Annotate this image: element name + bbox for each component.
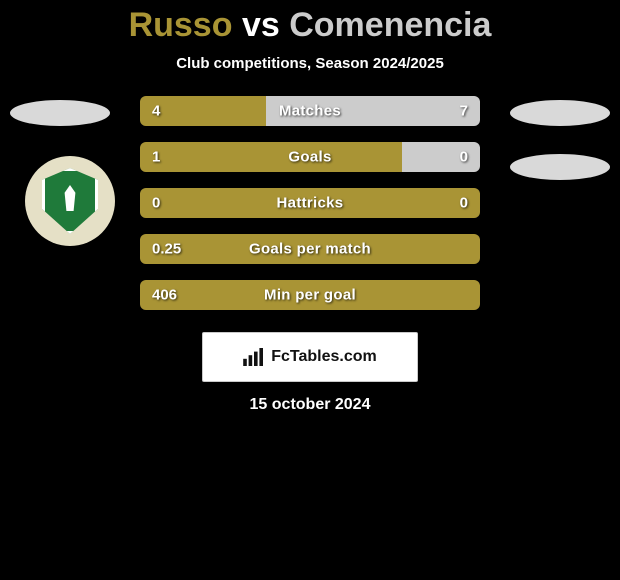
stat-value-left: 0 [152, 195, 160, 212]
stat-value-left: 1 [152, 149, 160, 166]
player2-name: Comenencia [289, 6, 491, 44]
brand-text: FcTables.com [271, 348, 377, 366]
chart-canvas: 4 Matches 7 1 Goals 0 0 Hattricks 0 0.25 Goals per… [0, 96, 620, 426]
stat-bars: 4 Matches 7 1 Goals 0 0 Hattricks 0 0.25 Goals per… [140, 96, 480, 326]
stat-label: Matches [279, 103, 341, 120]
stat-value-right: 0 [460, 195, 468, 212]
stat-bar-right [402, 142, 480, 172]
comparison-title: Russo vs Comenencia [0, 0, 620, 45]
bars-icon [243, 348, 265, 366]
stat-label: Goals per match [249, 241, 371, 258]
player1-club-crest [25, 156, 115, 246]
player2-badge-placeholder [510, 100, 610, 126]
subtitle: Club competitions, Season 2024/2025 [0, 55, 620, 72]
player1-badge-placeholder [10, 100, 110, 126]
player1-name: Russo [129, 6, 233, 44]
shield-icon [42, 168, 98, 234]
stat-value-left: 406 [152, 287, 177, 304]
stat-row: 4 Matches 7 [140, 96, 480, 126]
snapshot-date: 15 october 2024 [250, 396, 371, 414]
player2-club-placeholder [510, 154, 610, 180]
stat-label: Hattricks [277, 195, 344, 212]
vs-label: vs [242, 6, 280, 44]
stat-value-right: 7 [460, 103, 468, 120]
stat-value-right: 0 [460, 149, 468, 166]
stat-row: 406 Min per goal [140, 280, 480, 310]
stat-row: 0 Hattricks 0 [140, 188, 480, 218]
stat-row: 1 Goals 0 [140, 142, 480, 172]
stat-row: 0.25 Goals per match [140, 234, 480, 264]
brand-watermark: FcTables.com [202, 332, 418, 382]
stat-label: Goals [288, 149, 331, 166]
stat-value-left: 0.25 [152, 241, 181, 258]
stat-value-left: 4 [152, 103, 160, 120]
stat-label: Min per goal [264, 287, 356, 304]
stat-bar-left [140, 142, 402, 172]
